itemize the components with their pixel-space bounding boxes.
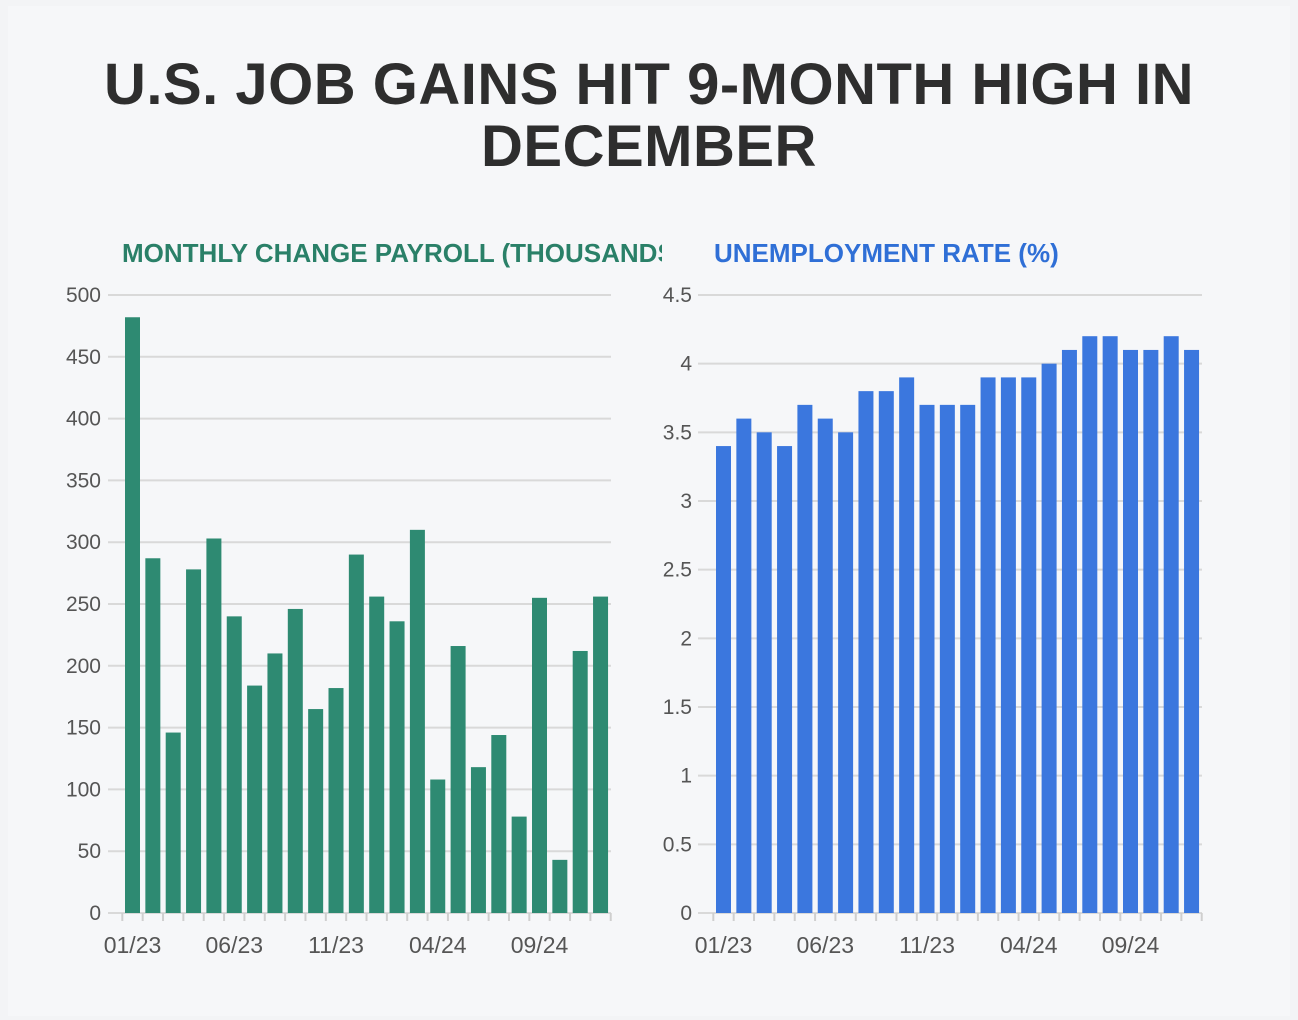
- payroll-bar: [186, 569, 202, 913]
- unemployment-bar: [1184, 349, 1200, 913]
- unemployment-y-tick-label: 3: [680, 490, 692, 513]
- unemployment-bar: [939, 404, 955, 913]
- payroll-bar: [287, 608, 303, 913]
- payroll-y-tick-label: 100: [66, 778, 101, 801]
- payroll-y-tick-label: 200: [66, 655, 101, 678]
- payroll-bar: [511, 816, 527, 913]
- payroll-bar: [532, 597, 547, 913]
- payroll-bar: [206, 538, 222, 913]
- payroll-bar: [369, 596, 385, 913]
- payroll-y-tick-label: 250: [66, 593, 101, 616]
- payroll-x-tick-label: 01/23: [104, 932, 162, 958]
- unemployment-bar: [1163, 336, 1179, 913]
- payroll-chart-title: MONTHLY CHANGE PAYROLL (THOUSANDS): [122, 238, 662, 268]
- unemployment-bar: [919, 404, 935, 913]
- payroll-bar: [552, 859, 568, 913]
- payroll-bar: [593, 596, 609, 913]
- unemployment-bar: [878, 391, 894, 914]
- unemployment-bar: [1082, 336, 1098, 913]
- payroll-x-tick-label: 06/23: [205, 932, 263, 958]
- unemployment-bar: [1021, 377, 1037, 913]
- unemployment-y-tick-label: 4.5: [663, 284, 692, 307]
- payroll-bar: [125, 317, 140, 913]
- unemployment-y-tick-label: 2.5: [663, 559, 692, 582]
- unemployment-bar: [858, 391, 874, 914]
- unemployment-bar: [899, 377, 915, 913]
- unemployment-y-tick-label: 3.5: [663, 421, 692, 444]
- payroll-y-tick-label: 400: [66, 408, 101, 431]
- payroll-bar: [267, 653, 283, 913]
- unemployment-bar: [960, 404, 976, 913]
- payroll-x-tick-label: 04/24: [409, 932, 467, 958]
- unemployment-bar: [980, 377, 996, 913]
- payroll-bar: [450, 646, 466, 913]
- unemployment-chart-title: UNEMPLOYMENT RATE (%): [714, 238, 1059, 268]
- unemployment-bar: [777, 446, 793, 913]
- unemployment-x-tick-label: 06/23: [796, 932, 854, 958]
- payroll-bar: [308, 709, 324, 913]
- unemployment-bar: [797, 404, 813, 913]
- payroll-bar: [348, 554, 364, 913]
- payroll-x-tick-label: 11/23: [308, 932, 364, 958]
- page-title: U.S. JOB GAINS HIT 9-MONTH HIGH IN DECEM…: [103, 52, 1195, 179]
- unemployment-y-tick-label: 0: [680, 902, 692, 925]
- payroll-bar: [226, 616, 242, 913]
- unemployment-x-tick-label: 11/23: [899, 932, 955, 958]
- payroll-y-tick-label: 500: [66, 284, 101, 307]
- payroll-bar: [491, 735, 507, 913]
- unemployment-y-tick-label: 4: [680, 353, 692, 376]
- payroll-y-tick-label: 450: [66, 346, 101, 369]
- unemployment-bar: [736, 418, 752, 913]
- unemployment-y-tick-label: 2: [680, 627, 692, 650]
- payroll-bar: [470, 767, 486, 913]
- unemployment-y-tick-label: 1: [680, 765, 692, 788]
- unemployment-bar: [838, 432, 854, 913]
- unemployment-bar: [1041, 363, 1057, 914]
- unemployment-bar: [1061, 349, 1077, 913]
- unemployment-bar: [1123, 349, 1138, 913]
- payroll-y-tick-label: 50: [78, 840, 101, 863]
- payroll-bar: [572, 650, 588, 913]
- payroll-bar: [389, 621, 405, 913]
- payroll-y-tick-label: 350: [66, 469, 101, 492]
- payroll-bar: [145, 558, 161, 913]
- unemployment-x-tick-label: 09/24: [1102, 932, 1160, 958]
- unemployment-bar: [1143, 349, 1159, 913]
- payroll-bar: [165, 732, 181, 913]
- payroll-y-tick-label: 150: [66, 717, 101, 740]
- payroll-bar: [328, 688, 344, 913]
- unemployment-x-tick-label: 01/23: [695, 932, 753, 958]
- unemployment-bar: [817, 418, 833, 913]
- unemployment-bar: [1102, 336, 1118, 913]
- unemployment-bar: [716, 446, 731, 913]
- payroll-x-tick-label: 09/24: [511, 932, 569, 958]
- payroll-bar: [247, 685, 263, 913]
- payroll-bar: [430, 779, 446, 913]
- payroll-bar-chart: 0 50 100 150 200 250 300 350 400 450 500 01/23 06/23…: [66, 284, 612, 958]
- unemployment-x-tick-label: 04/24: [1000, 932, 1058, 958]
- payroll-y-tick-label: 0: [89, 902, 101, 925]
- payroll-bar: [409, 529, 425, 913]
- unemployment-y-tick-label: 1.5: [663, 696, 692, 719]
- unemployment-bar: [756, 432, 772, 913]
- unemployment-bar: [1000, 377, 1016, 913]
- payroll-y-tick-label: 300: [66, 531, 101, 554]
- unemployment-y-tick-label: 0.5: [663, 833, 692, 856]
